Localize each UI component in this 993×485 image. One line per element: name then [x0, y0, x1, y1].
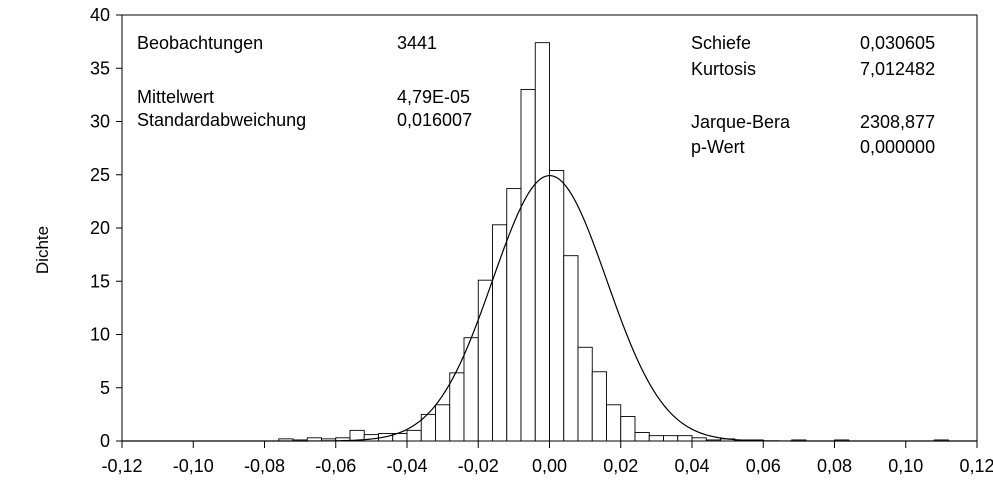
histogram-bar-24 [620, 416, 636, 442]
x-axis: -0,12 -0,10 -0,08 -0,06 -0,04 -0,02 0,00 0,02 0,… [101, 441, 993, 476]
y-tick-label: 15 [90, 271, 110, 291]
stat-value-kurtosis: 7,012482 [860, 59, 935, 79]
x-tick-label: -0,10 [173, 456, 214, 476]
histogram-bar-21 [577, 346, 593, 442]
histogram-bar-15 [492, 224, 508, 442]
x-tick-label: 0,10 [888, 456, 923, 476]
stat-value-jarque-bera: 2308,877 [860, 112, 935, 132]
histogram-bar-25 [634, 432, 650, 442]
y-tick-label: 20 [90, 218, 110, 238]
histogram-bar-14 [477, 279, 493, 442]
x-tick-label: 0,08 [817, 456, 852, 476]
y-tick-label: 40 [90, 5, 110, 25]
stat-label-kurtosis: Kurtosis [691, 59, 756, 79]
y-axis: 0 5 10 15 20 25 30 35 40 [90, 5, 122, 451]
histogram-bar-13 [463, 337, 479, 442]
y-tick-label: 25 [90, 165, 110, 185]
stats-left: Beobachtungen 3441 Mittelwert 4,79E-05 S… [137, 33, 472, 130]
x-tick-label: 0,00 [532, 456, 567, 476]
stats-right: Schiefe 0,030605 Kurtosis 7,012482 Jarqu… [691, 33, 935, 157]
y-tick-label: 5 [100, 378, 110, 398]
histogram-bar-16 [506, 188, 522, 442]
stat-label-skewness: Schiefe [691, 33, 751, 53]
y-tick-label: 10 [90, 325, 110, 345]
stat-label-std: Standardabweichung [137, 110, 306, 130]
stat-value-std: 0,016007 [397, 110, 472, 130]
x-tick-label: 0,06 [746, 456, 781, 476]
histogram-bars [278, 42, 949, 442]
histogram-bar-26 [648, 435, 664, 442]
histogram-bar-23 [606, 404, 622, 442]
histogram-bar-17 [520, 89, 536, 442]
histogram-bar-11 [435, 404, 451, 442]
histogram-bar-12 [449, 372, 465, 442]
x-tick-label: -0,04 [386, 456, 427, 476]
histogram-bar-19 [549, 170, 565, 442]
stat-label-p-value: p-Wert [691, 137, 745, 157]
x-tick-label: 0,04 [674, 456, 709, 476]
y-tick-label: 0 [100, 431, 110, 451]
histogram-bar-28 [677, 435, 693, 442]
y-axis-label: Dichte [33, 226, 52, 274]
histogram-bar-9 [406, 429, 422, 442]
y-tick-label: 35 [90, 58, 110, 78]
stat-value-mean: 4,79E-05 [397, 87, 470, 107]
histogram-bar-22 [591, 371, 607, 442]
x-tick-label: -0,06 [315, 456, 356, 476]
x-tick-label: -0,08 [244, 456, 285, 476]
stat-label-jarque-bera: Jarque-Bera [691, 112, 791, 132]
y-tick-label: 30 [90, 112, 110, 132]
histogram-bar-18 [534, 42, 550, 442]
stat-value-skewness: 0,030605 [860, 33, 935, 53]
histogram-bar-27 [663, 435, 679, 442]
stat-label-mean: Mittelwert [137, 87, 214, 107]
x-tick-label: -0,02 [458, 456, 499, 476]
stat-label-observations: Beobachtungen [137, 33, 263, 53]
x-tick-label: -0,12 [101, 456, 142, 476]
stat-value-observations: 3441 [397, 33, 437, 53]
x-tick-label: 0,02 [603, 456, 638, 476]
stat-value-p-value: 0,000000 [860, 137, 935, 157]
histogram-bar-20 [563, 255, 579, 442]
x-tick-label: 0,12 [959, 456, 993, 476]
